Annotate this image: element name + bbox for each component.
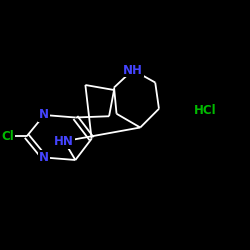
Text: Cl: Cl xyxy=(2,130,15,143)
Text: N: N xyxy=(39,151,49,164)
Text: HN: HN xyxy=(54,135,74,148)
Text: NH: NH xyxy=(123,64,143,76)
Text: HCl: HCl xyxy=(194,104,216,117)
Text: N: N xyxy=(39,108,49,122)
